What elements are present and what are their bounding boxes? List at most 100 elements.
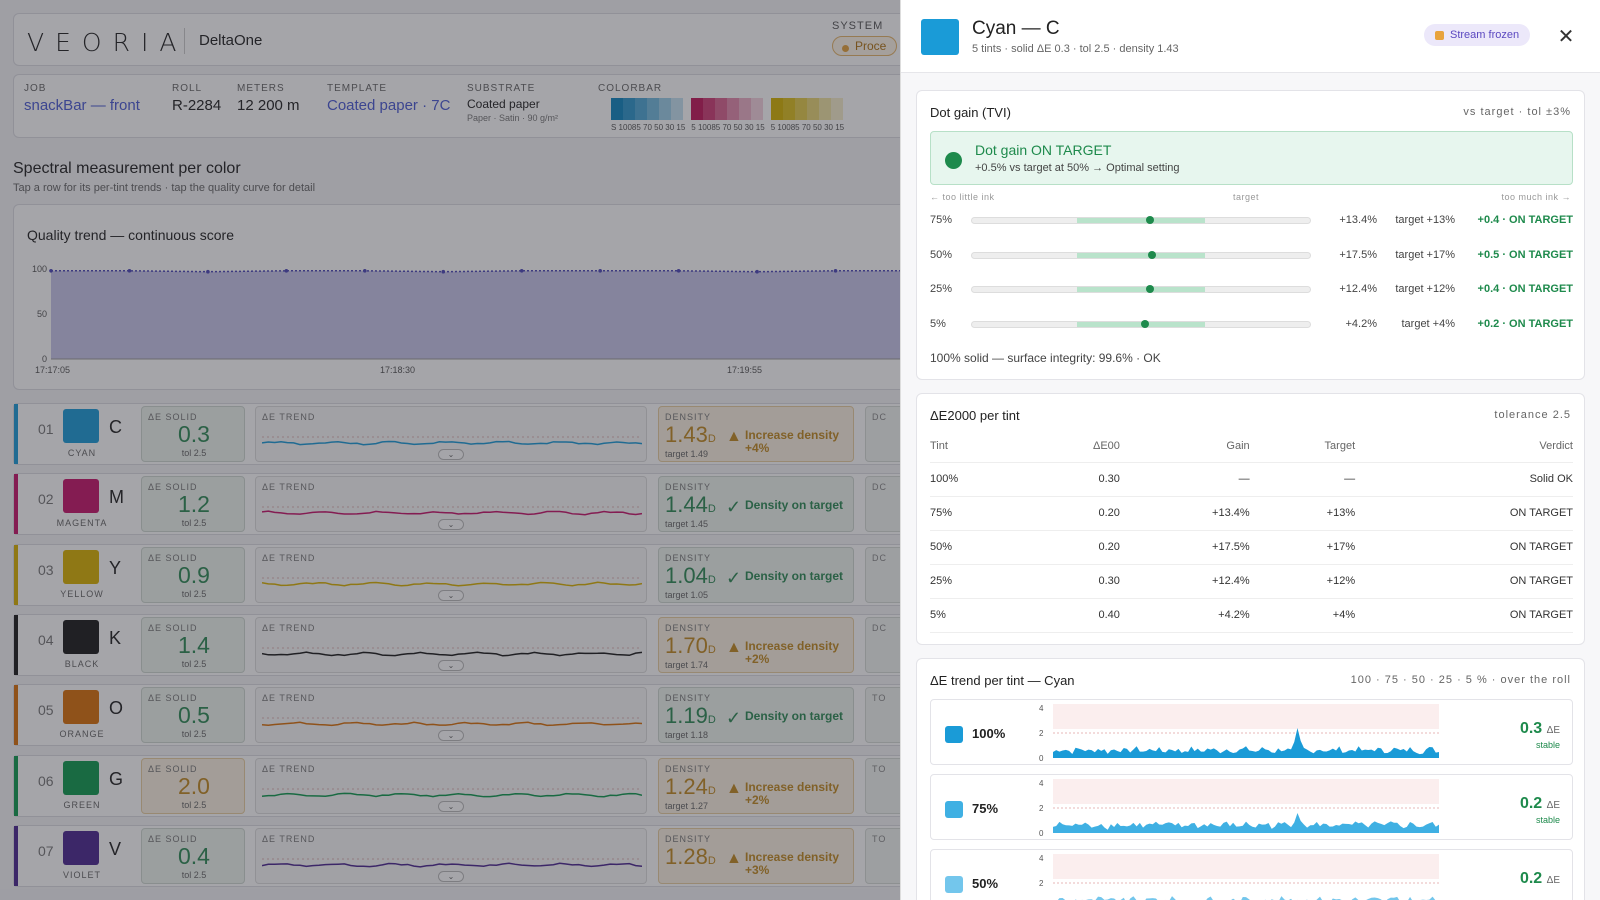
delta-e-trend-box[interactable]: ΔE TREND ⌄ — [255, 827, 647, 884]
density-unit: D — [707, 854, 716, 867]
chevron-down-icon[interactable]: ⌄ — [438, 730, 464, 742]
color-row-violet[interactable]: 07 V VIOLET ΔE SOLID 0.4 tol 2.5 ΔE TREND ⌄ DENS… — [13, 824, 900, 887]
measured-gain: +4.2% — [1345, 317, 1378, 330]
delta-e-trend-label: ΔE TREND — [262, 833, 316, 844]
delta-e-value: 0.4 — [178, 842, 210, 869]
color-row-black[interactable]: 04 K BLACK ΔE SOLID 1.4 tol 2.5 ΔE TREND ⌄ DENSI… — [13, 613, 900, 676]
delta-e-trend-box[interactable]: ΔE TREND ⌄ — [255, 616, 647, 673]
delta-e-trend-label: ΔE TREND — [262, 552, 316, 563]
tint-delta-e-value: 0.2 ΔE — [1520, 870, 1560, 888]
table-cell: 0.20 — [1027, 530, 1120, 565]
row-number: 03 — [38, 561, 54, 578]
delta-e-trend-box[interactable]: ΔE TREND ⌄ — [255, 476, 647, 533]
quality-trend-card[interactable]: Quality trend — continuous score 100 50 0 1… — [13, 204, 900, 390]
color-row-orange[interactable]: 05 O ORANGE ΔE SOLID 0.5 tol 2.5 ΔE TREND ⌄ DENS… — [13, 684, 900, 747]
delta-e-sparkline — [262, 858, 642, 868]
colorbar-strip — [770, 98, 844, 120]
density-label: DENSITY — [665, 763, 712, 774]
tint-percent: 75% — [930, 214, 953, 226]
trend-y-tick: 4 — [1039, 779, 1044, 788]
density-box: DENSITY 1.19D target 1.18 ✓ Density on targe… — [658, 687, 854, 744]
density-unit: D — [707, 433, 716, 445]
system-status-badge[interactable]: Proce — [832, 36, 898, 56]
chevron-down-icon[interactable]: ⌄ — [438, 659, 464, 671]
tint-value-unit: ΔE — [1546, 875, 1560, 886]
density-label: DENSITY — [665, 833, 712, 844]
row-letter: M — [109, 487, 124, 508]
trend-title: ΔE trend per tint — Cyan — [930, 673, 1075, 688]
delta-e-trend-box[interactable]: ΔE TREND ⌄ — [255, 687, 647, 744]
density-number: 1.19 — [665, 703, 708, 729]
delta-e-value: 1.2 — [178, 491, 210, 518]
delta-e-value: 2.0 — [178, 772, 210, 799]
density-unit: D — [707, 503, 716, 516]
delta-e-title: ΔE2000 per tint — [930, 408, 1020, 423]
delta-e-value: 0.9 — [178, 561, 210, 588]
trend-line — [262, 792, 642, 797]
colorbar-field: COLORBAR — [598, 83, 662, 97]
target-gain: target +13% — [1395, 214, 1455, 226]
delta-e-trend-label: ΔE TREND — [262, 693, 316, 704]
tint-trend-chart: 4 2 0 — [1039, 779, 1439, 837]
delta-e-trend-label: ΔE TREND — [262, 622, 316, 633]
density-value: 1.19D — [665, 703, 716, 729]
measured-gain: +13.4% — [1339, 214, 1377, 226]
chevron-down-icon[interactable]: ⌄ — [438, 800, 464, 812]
next-column-box: DC — [865, 476, 900, 533]
table-cell: +4% — [1249, 598, 1356, 633]
tint-value-unit: ΔE — [1546, 800, 1560, 811]
substrate-detail: Paper · Satin · 90 g/m² — [467, 113, 559, 123]
trend-y-tick: 0 — [1039, 754, 1044, 762]
tint-label: 100% — [972, 726, 1006, 741]
dot-gain-track — [971, 250, 1311, 259]
table-cell: — — [1119, 462, 1250, 497]
dot-gain-status-heading: Dot gain ON TARGET — [975, 142, 1112, 158]
tint-trend-row[interactable]: 100% 4 2 0 0.3 ΔE stable — [930, 699, 1573, 765]
axis-label-target: target — [1233, 192, 1260, 202]
x-tick-label: 17:17:05 — [35, 365, 70, 375]
colorbar-patch — [635, 98, 647, 120]
delta-e-trend-box[interactable]: ΔE TREND ⌄ — [255, 406, 647, 462]
density-message: Increase density +2% — [745, 638, 840, 666]
tint-trend-row[interactable]: 75% 4 2 0 0.2 ΔE stable — [930, 774, 1573, 840]
template-link[interactable]: Coated paper · 7C — [327, 97, 451, 114]
color-row-green[interactable]: 06 G GREEN ΔE SOLID 2.0 tol 2.5 ΔE TREND ⌄ DENSI… — [13, 754, 900, 817]
density-number: 1.28 — [665, 843, 708, 869]
table-row: 5% 0.40 +4.2% +4% ON TARGET — [930, 598, 1573, 633]
chevron-down-icon[interactable]: ⌄ — [438, 449, 464, 460]
dot-gain-tolerance: vs target · tol ±3% — [1463, 106, 1571, 118]
table-row: 25% 0.30 +12.4% +12% ON TARGET — [930, 564, 1573, 599]
colorbar-patch — [782, 98, 795, 120]
row-color-bar — [14, 474, 18, 535]
quality-trend-chart[interactable]: 100 50 017:17:05 17:18:30 17:19:55 — [14, 255, 900, 385]
color-row-yellow[interactable]: 03 Y YELLOW ΔE SOLID 0.9 tol 2.5 ΔE TREND ⌄ DENS… — [13, 543, 900, 606]
color-detail-panel: Cyan — C 5 tints · solid ΔE 0.3 · tol 2.… — [900, 0, 1600, 900]
trend-area — [1053, 728, 1439, 758]
close-icon[interactable]: ✕ — [1557, 26, 1575, 48]
next-column-box: TO — [865, 757, 900, 814]
quality-point — [49, 269, 53, 273]
delta-e-tolerance: tol 2.5 — [181, 448, 207, 458]
delta-e-trend-box[interactable]: ΔE TREND ⌄ — [255, 757, 647, 814]
next-column-label: DC — [872, 552, 887, 563]
color-row-magenta[interactable]: 02 M MAGENTA ΔE SOLID 1.2 tol 2.5 ΔE TREND ⌄ DEN… — [13, 473, 900, 536]
colorbar-patch — [751, 98, 764, 120]
dot-gain-status-banner: Dot gain ON TARGET +0.5% vs target at 50… — [930, 131, 1573, 185]
chevron-down-icon[interactable]: ⌄ — [438, 589, 464, 601]
trend-line — [262, 721, 642, 727]
quality-point — [127, 269, 132, 273]
delta-e-label: ΔE SOLID — [148, 622, 198, 633]
axis-label-right: too much ink → — [1501, 192, 1571, 202]
chevron-down-icon[interactable]: ⌄ — [438, 870, 464, 882]
density-unit: D — [707, 714, 716, 727]
color-row-cyan[interactable]: 01 C CYAN ΔE SOLID 0.3 tol 2.5 ΔE TREND ⌄ DENSIT… — [13, 403, 900, 465]
job-link[interactable]: snackBar — front — [24, 97, 140, 114]
delta-e-trend-box[interactable]: ΔE TREND ⌄ — [255, 546, 647, 603]
stream-frozen-badge[interactable]: Stream frozen — [1424, 24, 1531, 46]
colorbar-patch-labels: 5 10085 70 50 30 15 — [691, 123, 765, 132]
chevron-down-icon[interactable]: ⌄ — [438, 519, 464, 531]
row-letter: O — [109, 698, 124, 719]
density-number: 1.24 — [665, 773, 708, 799]
table-cell: +12.4% — [1119, 564, 1250, 599]
